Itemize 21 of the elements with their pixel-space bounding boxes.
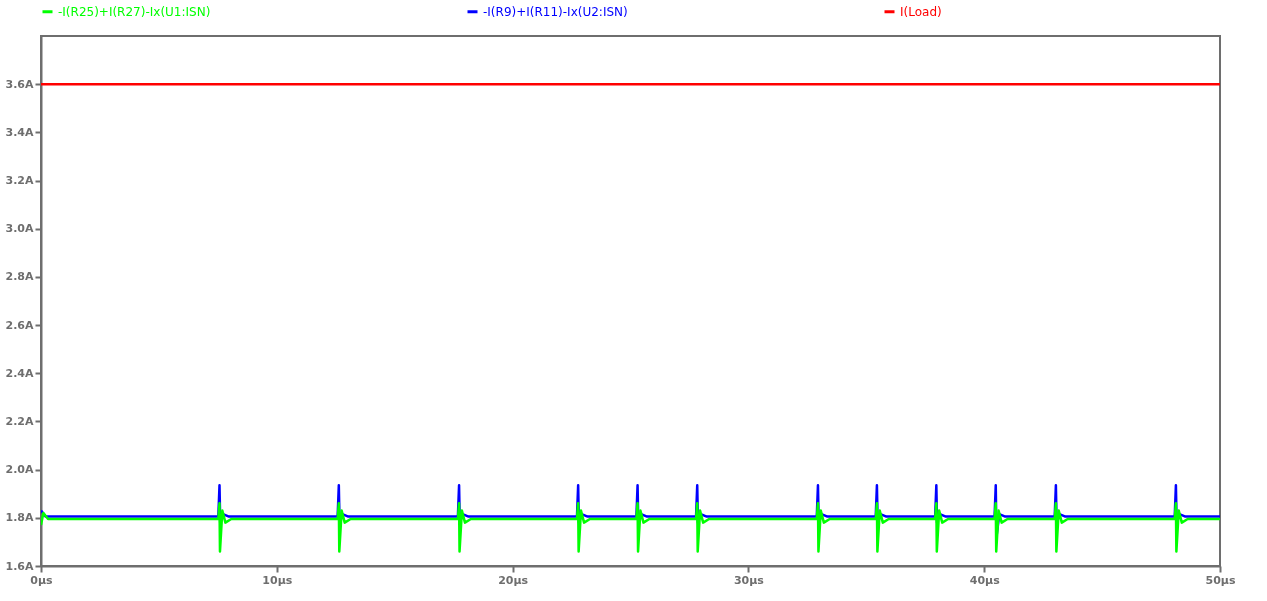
y-tick-label: 3.2A xyxy=(5,174,34,188)
y-tick-label: 2.4A xyxy=(5,366,34,380)
x-tick-label: 40µs xyxy=(969,573,1001,587)
line-series xyxy=(41,502,1220,553)
y-tick-label: 2.2A xyxy=(5,414,34,428)
x-tick-label: 0µs xyxy=(30,573,54,587)
y-tick-label: 1.8A xyxy=(5,511,34,525)
y-tick-label: 2.8A xyxy=(5,270,34,284)
legend-label: -I(R9)+I(R11)-Ix(U2:ISN) xyxy=(483,4,628,19)
x-tick-label: 30µs xyxy=(733,573,765,587)
y-tick-label: 1.6A xyxy=(5,559,34,573)
x-tick-label: 10µs xyxy=(262,573,293,587)
x-tick-label: 50µs xyxy=(1205,573,1236,587)
y-tick-label: 2.0A xyxy=(5,463,34,477)
y-tick-label: 3.0A xyxy=(5,222,34,236)
legend-label: I(Load) xyxy=(900,4,942,19)
y-tick-label: 3.4A xyxy=(5,125,34,139)
y-tick-label: 3.6A xyxy=(5,77,34,91)
y-tick-label: 2.6A xyxy=(5,318,34,332)
legend-label: -I(R25)+I(R27)-Ix(U1:ISN) xyxy=(58,4,211,19)
x-tick-label: 20µs xyxy=(498,573,529,587)
